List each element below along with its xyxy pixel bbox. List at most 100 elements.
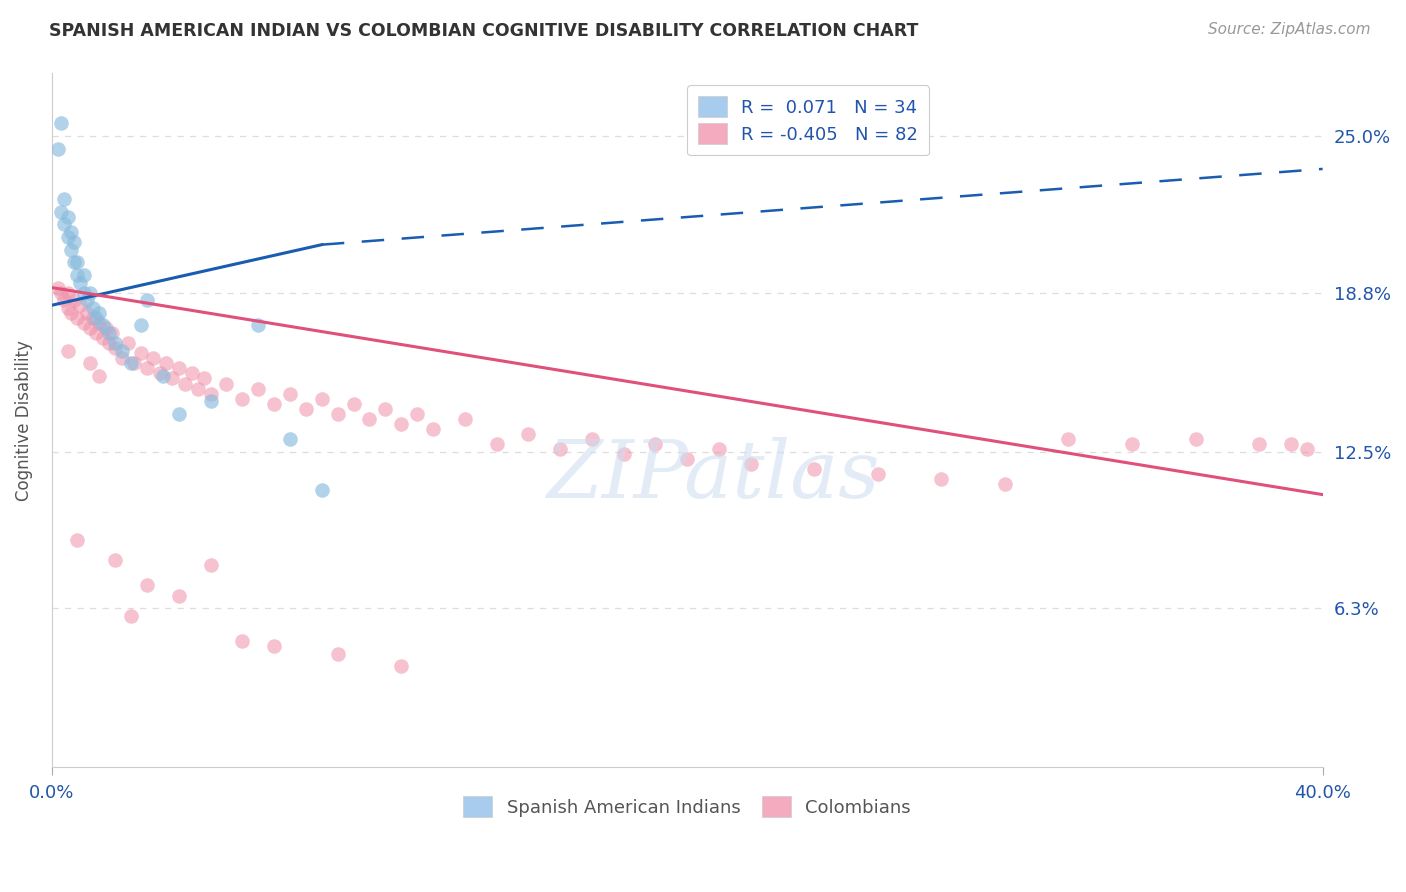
Point (66, 533, 89, 547)
Legend: Spanish American Indians, Colombians: Spanish American Indians, Colombians (456, 789, 918, 824)
Point (94, 321, 117, 335)
Text: ZIPatlas: ZIPatlas (546, 437, 879, 515)
Point (149, 367, 172, 381)
Point (155, 356, 177, 370)
Point (56, 343, 79, 358)
Point (167, 407, 190, 421)
Point (72, 285, 94, 300)
Point (129, 346, 152, 360)
Point (124, 356, 146, 370)
Point (101, 326, 124, 340)
Y-axis label: Cognitive Disability: Cognitive Disability (15, 340, 32, 500)
Point (278, 386, 301, 401)
Point (84, 310, 107, 325)
Point (803, 462, 825, 476)
Point (613, 447, 636, 461)
Point (69, 276, 91, 290)
Text: SPANISH AMERICAN INDIAN VS COLOMBIAN COGNITIVE DISABILITY CORRELATION CHART: SPANISH AMERICAN INDIAN VS COLOMBIAN COG… (49, 22, 918, 40)
Point (1121, 437, 1143, 451)
Point (1057, 432, 1080, 446)
Point (174, 376, 197, 391)
Point (97, 326, 120, 340)
Point (91, 318, 114, 333)
Point (247, 318, 270, 333)
Point (200, 558, 222, 573)
Point (46, 280, 69, 294)
Point (263, 639, 285, 653)
Point (66, 310, 89, 325)
Point (193, 371, 215, 385)
Point (66, 255, 89, 269)
Point (215, 376, 238, 391)
Point (1279, 437, 1302, 451)
Point (676, 452, 699, 467)
Point (311, 392, 333, 406)
Point (406, 407, 429, 421)
Point (56, 210, 79, 224)
Point (82, 301, 104, 315)
Point (263, 397, 285, 411)
Point (389, 417, 412, 431)
Point (89, 306, 111, 320)
Point (548, 442, 571, 457)
Point (485, 437, 508, 451)
Point (326, 407, 349, 421)
Point (247, 382, 270, 396)
Point (63, 255, 86, 269)
Point (389, 659, 412, 673)
Point (374, 401, 396, 416)
Point (1295, 442, 1317, 457)
Point (72, 316, 94, 330)
Point (97, 336, 120, 351)
Point (51, 204, 73, 219)
Point (644, 437, 666, 451)
Point (359, 412, 381, 426)
Point (79, 285, 101, 300)
Point (740, 458, 762, 472)
Point (104, 553, 127, 567)
Point (76, 306, 98, 320)
Point (76, 293, 98, 308)
Point (111, 343, 134, 358)
Point (136, 361, 159, 376)
Point (1184, 432, 1206, 446)
Point (200, 394, 222, 409)
Point (120, 356, 142, 370)
Point (295, 401, 318, 416)
Point (53, 218, 76, 232)
Point (136, 293, 159, 308)
Text: Source: ZipAtlas.com: Source: ZipAtlas.com (1208, 22, 1371, 37)
Point (104, 341, 127, 355)
Point (167, 589, 190, 603)
Point (129, 318, 152, 333)
Point (59, 225, 82, 239)
Point (89, 316, 111, 330)
Point (422, 422, 444, 436)
Point (517, 427, 540, 442)
Point (69, 298, 91, 312)
Point (120, 608, 142, 623)
Point (56, 230, 79, 244)
Point (326, 647, 349, 661)
Point (63, 235, 86, 249)
Point (231, 392, 253, 406)
Point (342, 397, 364, 411)
Point (56, 301, 79, 315)
Point (231, 634, 253, 648)
Point (84, 326, 107, 340)
Point (200, 386, 222, 401)
Point (931, 472, 953, 486)
Point (152, 368, 174, 383)
Point (136, 578, 159, 592)
Point (117, 336, 139, 351)
Point (707, 442, 730, 457)
Point (180, 367, 202, 381)
Point (162, 371, 184, 385)
Point (51, 116, 73, 130)
Point (63, 293, 86, 308)
Point (53, 293, 76, 308)
Point (1249, 437, 1271, 451)
Point (91, 331, 114, 345)
Point (167, 361, 190, 376)
Point (46, 142, 69, 156)
